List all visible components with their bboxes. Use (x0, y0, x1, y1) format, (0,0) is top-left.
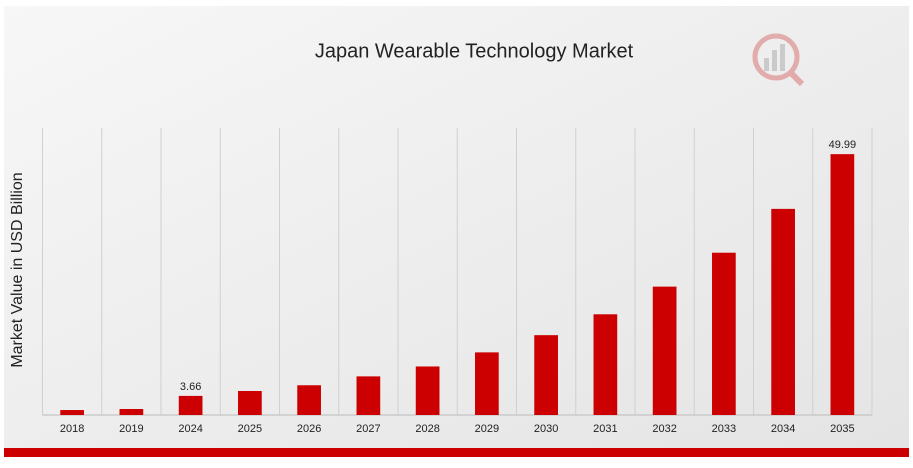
x-tick-label: 2030 (534, 423, 558, 435)
bar (178, 395, 203, 415)
bar (119, 408, 144, 415)
x-tick-label: 2018 (60, 423, 84, 435)
bar (593, 314, 618, 415)
bar (297, 385, 321, 415)
x-tick-label: 2029 (475, 423, 499, 435)
y-axis-label: Market Value in USD Billion (9, 172, 26, 367)
bar (238, 390, 262, 415)
x-tick-label: 2035 (830, 423, 854, 435)
bar (475, 352, 499, 415)
x-tick-label: 2032 (652, 423, 676, 435)
x-tick-label: 2028 (415, 423, 439, 435)
x-tick-label: 2019 (119, 423, 143, 435)
bar (652, 286, 677, 415)
bar (534, 335, 558, 415)
data-label: 3.66 (180, 381, 201, 393)
chart-title: Japan Wearable Technology Market (315, 40, 634, 62)
logo (752, 33, 805, 87)
x-tick-label: 2033 (712, 423, 736, 435)
x-tick-label: 2027 (356, 423, 380, 435)
data-label: 49.99 (829, 139, 857, 151)
x-tick-label: 2031 (593, 423, 617, 435)
bar (771, 208, 795, 415)
x-tick-label: 2025 (238, 423, 262, 435)
bar (712, 252, 736, 415)
background (4, 6, 909, 448)
bar (415, 366, 440, 415)
x-tick-label: 2026 (297, 423, 321, 435)
footer-bar (4, 448, 909, 457)
x-tick-label: 2024 (178, 423, 202, 435)
x-tick-label: 2034 (771, 423, 795, 435)
bar (830, 154, 855, 415)
bar (356, 376, 381, 415)
bar (60, 410, 84, 415)
